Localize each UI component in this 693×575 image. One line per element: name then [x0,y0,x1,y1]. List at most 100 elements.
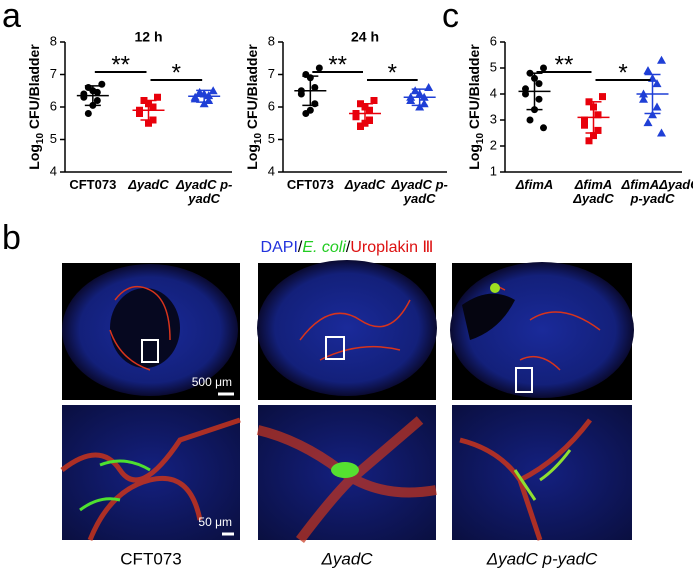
point [594,126,602,134]
point [366,106,373,114]
y-tick-label: 5 [490,59,497,74]
point [315,64,323,72]
point [526,116,534,124]
y-axis-label: Log10 CFU/Bladder [466,44,486,170]
point [84,110,92,117]
significance-label: * [172,59,181,86]
point [302,110,310,117]
vessel [299,299,411,361]
point [136,110,143,117]
significance-label: * [618,59,627,86]
legend-part: Uroplakin Ⅲ [350,239,433,256]
micrographs: 500 μm 50 μm [60,260,634,544]
y-tick-label: 6 [490,33,497,48]
point [145,119,152,127]
point [370,97,378,104]
point [415,102,425,111]
point [590,132,597,140]
y-label-part: Log [26,144,42,170]
lumen [110,288,180,368]
y-label-part: CFU/Bladder [466,44,482,133]
point [352,113,360,121]
point [190,94,200,103]
y-tick-label: 4 [50,163,57,178]
y-tick-label: 6 [268,98,275,113]
point [204,91,214,100]
legend-part: / [346,239,351,256]
y-tick-label: 1 [490,163,497,178]
point [357,123,364,130]
point [648,110,657,119]
scale-label: 500 μm [192,375,232,389]
chart-title: 12 h [134,29,162,45]
point [80,93,88,101]
x-tick-label: ΔfimAΔyadC p-yadC [621,177,693,206]
x-tick-label: ΔyadC [344,177,386,192]
y-tick-label: 2 [490,137,497,152]
point [581,116,588,124]
stain-legend: DAPI/E. coli/Uroplakin Ⅲ [261,239,434,256]
x-tick-label: ΔfimA [515,177,554,192]
point [585,137,593,145]
point [93,88,101,96]
y-label-part: Log [244,144,260,170]
legend-part: E. coli [302,239,346,256]
y-tick-label: 8 [50,33,57,48]
point [535,80,543,88]
y-tick-label: 8 [268,33,275,48]
point [406,96,416,104]
point [311,84,319,91]
y-tick-label: 5 [268,131,275,146]
point [581,121,588,129]
panel-label: c [442,0,459,35]
lumen [462,293,515,340]
bacteria [490,283,500,293]
panel-label: a [2,0,21,35]
y-tick-label: 3 [490,111,497,126]
column-label: CFT073 [120,549,181,568]
point [540,64,547,72]
bacteria [513,449,572,501]
point [199,99,209,108]
column-label: ΔyadC p-yadC [486,549,598,568]
bacteria [79,459,151,512]
point [149,103,157,111]
y-label-part: 10 [475,133,486,145]
point [639,94,648,103]
y-tick-label: 7 [50,66,57,81]
point [599,93,606,101]
roi [141,339,159,363]
y-label-part: CFU/Bladder [244,44,260,133]
point [410,86,420,95]
y-label-part: 10 [35,133,46,145]
point [93,97,101,104]
significance-label: * [388,59,397,86]
point [657,55,666,64]
y-label-part: 10 [253,133,264,145]
chart-title: 24 h [351,29,379,45]
y-axis-label: Log10 CFU/Bladder [26,44,46,170]
column-label: ΔyadC [320,549,373,568]
panel-label: b [2,219,21,257]
point [535,95,543,103]
image [452,405,632,540]
legend-part: / [298,239,303,256]
point [652,79,662,88]
bacteria [331,462,359,478]
y-label-part: CFU/Bladder [26,44,42,133]
point [643,118,653,127]
x-tick-label: CFT073 [69,177,117,192]
point [154,93,161,101]
tissue [257,260,437,396]
y-tick-label: 4 [268,163,275,178]
point [311,100,319,108]
y-axis-label: Log10 CFU/Bladder [244,44,264,170]
x-tick-label: ΔyadC p-yadC [175,177,233,206]
x-tick-label: CFT073 [286,177,334,192]
point [208,86,218,95]
point [98,80,106,88]
vessel [60,417,241,541]
point [652,102,662,111]
